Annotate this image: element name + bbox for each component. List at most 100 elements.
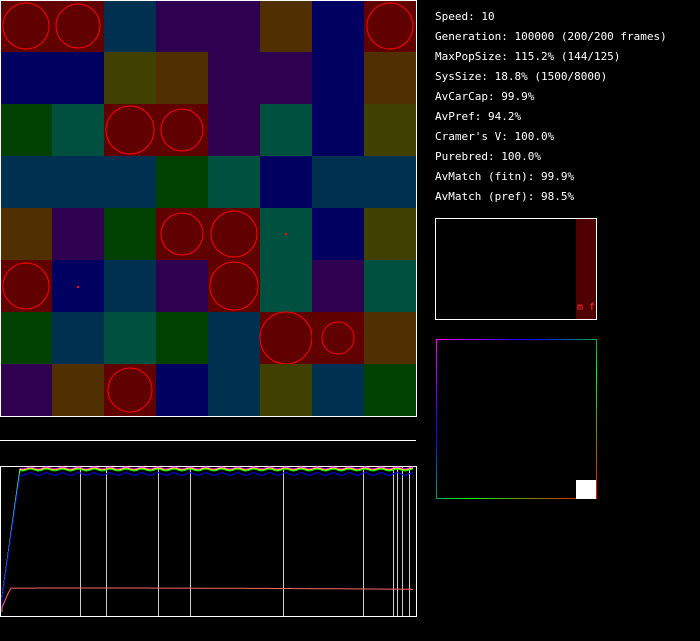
cell (260, 364, 312, 416)
cell (104, 0, 156, 52)
cell (52, 156, 104, 208)
cell (104, 312, 156, 364)
cell (260, 312, 312, 364)
cell (364, 260, 416, 312)
cell (312, 156, 364, 208)
histogram-box (435, 218, 597, 320)
history-plot (0, 466, 417, 617)
cell (312, 208, 364, 260)
cell (0, 260, 52, 312)
cell (156, 0, 208, 52)
cell (364, 208, 416, 260)
stat-line: AvMatch (fitn): 99.9% (435, 170, 574, 183)
agent (160, 212, 204, 256)
stat-line: SysSize: 18.8% (1500/8000) (435, 70, 607, 83)
stat-line: Generation: 100000 (200/200 frames) (435, 30, 667, 43)
stat-line: AvPref: 94.2% (435, 110, 521, 123)
cell (260, 52, 312, 104)
agent (2, 262, 50, 310)
agent (55, 3, 101, 49)
history-line (1, 471, 414, 612)
cell (104, 208, 156, 260)
cell (208, 260, 260, 312)
cell (104, 104, 156, 156)
cell (364, 364, 416, 416)
agent (107, 367, 153, 413)
cell (208, 104, 260, 156)
stats-panel: Speed: 10 Generation: 100000 (200/200 fra… (435, 10, 667, 203)
cell (156, 364, 208, 416)
agent (160, 108, 204, 152)
cell (364, 52, 416, 104)
stat-line: Purebred: 100.0% (435, 150, 541, 163)
agent (105, 105, 155, 155)
cell (0, 0, 52, 52)
cell (312, 260, 364, 312)
cell (312, 364, 364, 416)
cell (52, 312, 104, 364)
cell (312, 312, 364, 364)
history-line (1, 468, 414, 612)
cell (364, 312, 416, 364)
cell (156, 52, 208, 104)
cell (52, 208, 104, 260)
cell (156, 312, 208, 364)
cell (156, 104, 208, 156)
grid-border (0, 0, 417, 417)
cell (52, 52, 104, 104)
stat-line: Cramer's V: 100.0% (435, 130, 555, 143)
cell (312, 52, 364, 104)
agent-dot (77, 286, 79, 288)
cell (260, 260, 312, 312)
history-lines (1, 466, 414, 616)
histogram-bar (576, 219, 596, 319)
history-line (1, 466, 414, 612)
cell (260, 0, 312, 52)
cell (104, 364, 156, 416)
cell (104, 156, 156, 208)
preference-map (436, 339, 597, 499)
cell (208, 364, 260, 416)
cell (0, 312, 52, 364)
cell (52, 104, 104, 156)
agent (209, 261, 259, 311)
cell (208, 156, 260, 208)
cell (0, 364, 52, 416)
agent (366, 2, 414, 50)
agent-dot (285, 233, 287, 235)
preference-cell (576, 480, 596, 499)
cell (156, 208, 208, 260)
stat-line: AvCarCap: 99.9% (435, 90, 535, 103)
cell (104, 52, 156, 104)
agent (321, 321, 355, 355)
cell (0, 208, 52, 260)
stat-line: Speed: 10 (435, 10, 495, 23)
cell (52, 0, 104, 52)
cell (312, 104, 364, 156)
cell (104, 260, 156, 312)
cell (156, 260, 208, 312)
cell (260, 104, 312, 156)
cell (208, 312, 260, 364)
cell (0, 104, 52, 156)
cell (208, 52, 260, 104)
stat-line: AvMatch (pref): 98.5% (435, 190, 574, 203)
cell (208, 208, 260, 260)
stat-line: MaxPopSize: 115.2% (144/125) (435, 50, 620, 63)
cell (208, 0, 260, 52)
agent (2, 2, 50, 50)
agent (210, 210, 258, 258)
cell (364, 0, 416, 52)
cell (0, 156, 52, 208)
cell (0, 52, 52, 104)
cell (260, 156, 312, 208)
cell (364, 156, 416, 208)
history-line (1, 467, 414, 612)
history-line (1, 587, 413, 612)
histogram-label: m f (577, 302, 595, 313)
cell (364, 104, 416, 156)
world-grid (0, 0, 416, 416)
cell (52, 364, 104, 416)
